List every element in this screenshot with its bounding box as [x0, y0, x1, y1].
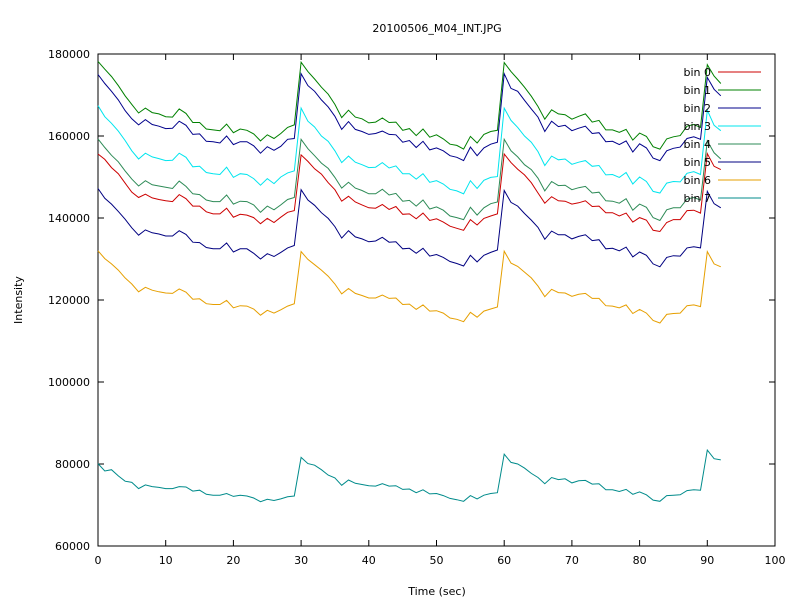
- legend-label: bin 7: [683, 192, 711, 205]
- plot-frame: [97, 53, 776, 547]
- x-tick-label: 0: [95, 554, 102, 567]
- y-tick-label: 140000: [48, 212, 90, 225]
- series-line-bin-5: [97, 188, 722, 268]
- y-tick-label: 60000: [55, 540, 90, 553]
- legend-label: bin 1: [683, 84, 711, 97]
- series-line-bin-7: [97, 448, 721, 503]
- series-line-bin-4: [97, 137, 722, 222]
- legend-label: bin 4: [683, 138, 711, 151]
- y-tick-label: 80000: [55, 458, 90, 471]
- series-line-bin-6: [97, 249, 721, 324]
- x-tick-label: 20: [226, 554, 240, 567]
- legend: bin 0 bin 1 bin 2 bin 3 bin 4 bin 5 bin 6 bin 7: [683, 66, 761, 205]
- x-tick-label: 100: [765, 554, 786, 567]
- legend-label: bin 5: [683, 156, 711, 169]
- y-axis-label: Intensity: [12, 276, 25, 324]
- axis-ticks: [97, 53, 776, 547]
- y-tick-label: 160000: [48, 130, 90, 143]
- x-tick-label: 70: [565, 554, 579, 567]
- legend-label: bin 0: [683, 66, 711, 79]
- series-line-bin-1: [97, 60, 722, 150]
- series-line-bin-0: [97, 151, 722, 233]
- series-line-bin-2: [97, 71, 722, 162]
- x-tick-label: 40: [362, 554, 376, 567]
- legend-label: bin 2: [683, 102, 711, 115]
- x-tick-label: 80: [633, 554, 647, 567]
- chart-title: 20100506_M04_INT.JPG: [372, 22, 501, 35]
- x-tick-label: 90: [700, 554, 714, 567]
- legend-label: bin 3: [683, 120, 711, 133]
- series-line-bin-3: [97, 105, 722, 195]
- legend-label: bin 6: [683, 174, 711, 187]
- axis-tick-labels: 0 10 20 30 40 50 60 70 80 90 100 60000 80000 100000 12…: [48, 48, 786, 567]
- series-lines: [97, 60, 722, 503]
- x-tick-label: 60: [497, 554, 511, 567]
- y-tick-label: 100000: [48, 376, 90, 389]
- x-tick-label: 50: [430, 554, 444, 567]
- x-axis-label: Time (sec): [407, 585, 466, 598]
- x-tick-label: 10: [159, 554, 173, 567]
- y-tick-label: 180000: [48, 48, 90, 61]
- y-tick-label: 120000: [48, 294, 90, 307]
- x-tick-label: 30: [294, 554, 308, 567]
